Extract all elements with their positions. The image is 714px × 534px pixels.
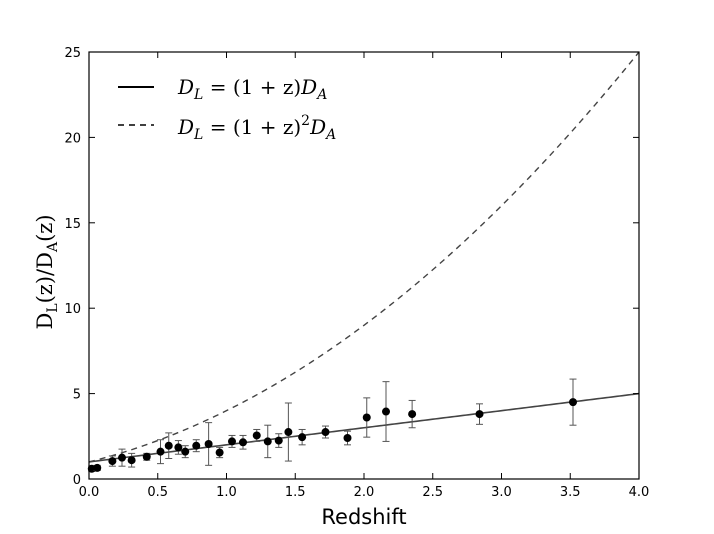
legend-dashed-label: DL = (1 + z)2DA (177, 113, 336, 143)
data-point (142, 452, 151, 461)
data-point (343, 434, 352, 443)
x-tick-label: 1.0 (216, 485, 237, 500)
data-point (408, 410, 417, 419)
data-point (569, 398, 577, 407)
data-point (284, 428, 293, 437)
legend-dashed-prefix: D (177, 115, 194, 139)
y-label-sub-l: L (45, 303, 61, 312)
data-point (215, 448, 224, 457)
data-point (274, 436, 283, 445)
y-label-sub-a: A (45, 241, 61, 253)
legend-solid-mid: = (1 + z) (203, 75, 301, 99)
legend-dashed-tail: D (309, 115, 326, 139)
curve-solid (88, 392, 640, 463)
legend-dashed-mid: = (1 + z) (203, 115, 301, 139)
data-point (181, 447, 190, 456)
data-point (228, 437, 236, 446)
y-label-mid: (z)/D (33, 252, 57, 303)
data-point (127, 456, 136, 465)
y-label-end: (z) (33, 214, 57, 241)
data-point (475, 410, 484, 419)
legend-dashed-tail-sub: A (324, 127, 336, 143)
data-point (382, 407, 390, 416)
data-point (321, 428, 330, 437)
data-point (252, 431, 261, 440)
x-tick-label: 2.0 (354, 485, 375, 500)
x-tick-label: 2.5 (422, 485, 443, 500)
legend-solid-tail: D (300, 75, 317, 99)
plot-area: 0.0 0.5 1.0 1.5 2.0 2.5 3.0 3.5 4.0 0 5 10 15 20 25 (64, 46, 649, 500)
data-point (239, 438, 247, 447)
curve-dashed (88, 51, 640, 463)
legend-solid-prefix: D (177, 75, 194, 99)
legend-dashed-sub: L (193, 127, 203, 143)
y-label-d1: D (33, 313, 57, 330)
data-point (362, 413, 371, 422)
legend: DL = (1 + z)DA DL = (1 + z)2DA (118, 75, 336, 143)
y-axis-label: DL(z)/DA(z) (33, 214, 61, 329)
data-point (174, 443, 183, 452)
y-tick-label: 25 (64, 46, 81, 61)
legend-dashed-sup: 2 (301, 113, 310, 129)
x-tick-label: 0.5 (147, 485, 168, 500)
x-tick-label: 4.0 (629, 485, 650, 500)
y-tick-label: 10 (64, 302, 81, 317)
y-tick-label: 0 (73, 473, 81, 488)
y-tick-label: 20 (64, 131, 81, 146)
y-tick-label: 5 (73, 388, 81, 403)
legend-solid-label: DL = (1 + z)DA (177, 75, 327, 103)
data-point (108, 457, 117, 466)
data-point (156, 447, 165, 456)
x-axis-label: Redshift (321, 505, 406, 529)
data-point (263, 437, 272, 446)
data-point (298, 433, 307, 442)
data-point (164, 441, 173, 450)
data-point (204, 439, 213, 448)
x-tick-label: 3.0 (491, 485, 512, 500)
data-point (93, 463, 102, 472)
data-point (192, 441, 201, 450)
legend-solid-tail-sub: A (315, 87, 327, 103)
legend-solid-sub: L (193, 87, 203, 103)
y-tick-label: 15 (64, 217, 81, 232)
data-point (118, 453, 126, 462)
x-tick-label: 1.5 (285, 485, 306, 500)
x-tick-label: 3.5 (560, 485, 581, 500)
x-tick-label: 0.0 (79, 485, 100, 500)
